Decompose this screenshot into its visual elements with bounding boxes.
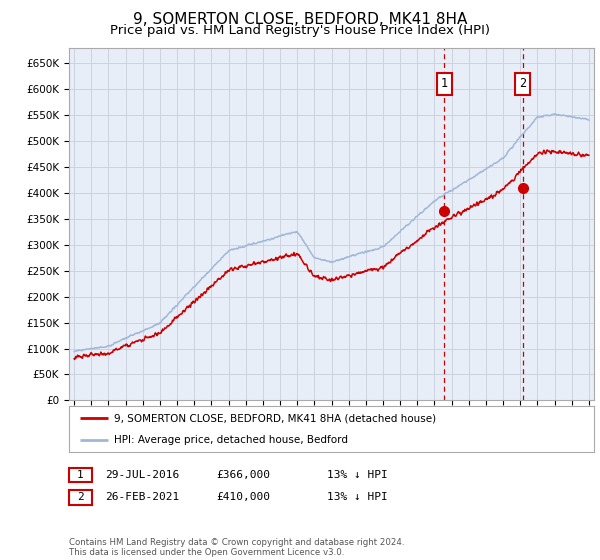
Text: Contains HM Land Registry data © Crown copyright and database right 2024.
This d: Contains HM Land Registry data © Crown c… [69,538,404,557]
Text: £366,000: £366,000 [216,470,270,480]
Text: 26-FEB-2021: 26-FEB-2021 [105,492,179,502]
Text: 2: 2 [77,492,84,502]
Text: 9, SOMERTON CLOSE, BEDFORD, MK41 8HA: 9, SOMERTON CLOSE, BEDFORD, MK41 8HA [133,12,467,27]
Text: Price paid vs. HM Land Registry's House Price Index (HPI): Price paid vs. HM Land Registry's House … [110,24,490,37]
Text: 29-JUL-2016: 29-JUL-2016 [105,470,179,480]
Text: HPI: Average price, detached house, Bedford: HPI: Average price, detached house, Bedf… [113,435,347,445]
Text: 2: 2 [519,77,526,90]
Text: 1: 1 [77,470,84,480]
Text: £410,000: £410,000 [216,492,270,502]
Text: 1: 1 [440,77,448,90]
Text: 13% ↓ HPI: 13% ↓ HPI [327,492,388,502]
Text: 13% ↓ HPI: 13% ↓ HPI [327,470,388,480]
Text: 9, SOMERTON CLOSE, BEDFORD, MK41 8HA (detached house): 9, SOMERTON CLOSE, BEDFORD, MK41 8HA (de… [113,413,436,423]
